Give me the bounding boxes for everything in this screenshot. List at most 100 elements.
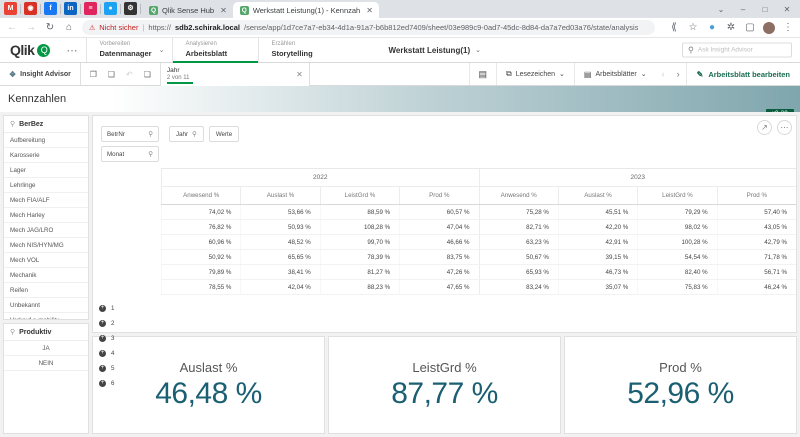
forward-icon[interactable]: → — [26, 22, 36, 33]
target-icon[interactable]: ◉ — [24, 2, 37, 15]
column-header[interactable]: Auslast % — [240, 187, 319, 204]
expand-icon[interactable]: + — [99, 350, 106, 357]
browser-menu-icon[interactable]: ⋮ — [783, 22, 793, 33]
table-row[interactable]: 76,82 % 50,93 % 108,28 % 47,04 % 82,71 % 42,2… — [161, 220, 796, 235]
table-cell[interactable]: 46,73 % — [557, 265, 637, 279]
kpi-auslast[interactable]: Auslast % 46,48 % — [92, 336, 325, 434]
list-item[interactable]: Mechanik — [4, 268, 88, 283]
selection-step-back-icon[interactable]: ❐ — [89, 69, 97, 79]
insight-advisor-search[interactable]: ⚲ Ask Insight Advisor — [682, 42, 792, 58]
kpi-prod[interactable]: Prod % 52,96 % — [564, 336, 797, 434]
table-cell[interactable]: 35,07 % — [557, 280, 637, 294]
selection-step-forward-icon[interactable]: ❑ — [107, 69, 115, 79]
table-cell[interactable]: 50,92 % — [161, 250, 240, 264]
table-cell[interactable]: 76,82 % — [161, 220, 240, 234]
expand-icon[interactable]: + — [99, 320, 106, 327]
bookmark-star-icon[interactable]: ☆ — [688, 22, 698, 33]
extensions-puzzle-icon[interactable]: ✲ — [726, 22, 736, 33]
browser-tab-hub[interactable]: Q Qlik Sense Hub ✕ — [142, 2, 233, 18]
table-row-header[interactable]: +3 — [95, 331, 157, 346]
table-row-header[interactable]: +5 — [95, 361, 157, 376]
dimension-chip-betrnr[interactable]: BetrNr ⚲ — [101, 126, 159, 142]
list-item[interactable]: NEIN — [4, 356, 88, 371]
table-cell[interactable]: 63,23 % — [478, 235, 558, 249]
table-cell[interactable]: 42,79 % — [716, 235, 796, 249]
measure-chip-werte[interactable]: Werte — [208, 126, 240, 142]
edit-sheet-button[interactable]: ✎ Arbeitsblatt bearbeiten — [685, 63, 800, 85]
table-cell[interactable]: 99,70 % — [319, 235, 399, 249]
fullscreen-icon[interactable]: ↗ — [757, 120, 772, 135]
column-header[interactable]: Prod % — [716, 187, 796, 204]
list-item[interactable]: Aufbereitung — [4, 133, 88, 148]
table-cell[interactable]: 78,55 % — [161, 280, 240, 294]
table-cell[interactable]: 46,24 % — [716, 280, 796, 294]
table-cell[interactable]: 100,28 % — [637, 235, 716, 249]
close-icon[interactable]: ✕ — [296, 70, 303, 79]
nav-section-arbeitsblatt[interactable]: Analysieren Arbeitsblatt — [172, 38, 259, 63]
table-cell[interactable]: 39,15 % — [557, 250, 637, 264]
list-item[interactable]: Verkauf e-mobility — [4, 313, 88, 320]
table-cell[interactable]: 42,91 % — [557, 235, 637, 249]
insight-advisor-button[interactable]: ❖ Insight Advisor — [0, 63, 81, 85]
nav-more-icon[interactable]: ⋯ — [66, 44, 79, 57]
selection-settings-icon[interactable]: ❏ — [143, 69, 151, 79]
column-header[interactable]: LeistGrd % — [637, 187, 716, 204]
table-cell[interactable]: 45,51 % — [557, 205, 637, 219]
more-options-icon[interactable]: ⋯ — [777, 120, 792, 135]
nav-section-storytelling[interactable]: Erzählen Storytelling — [258, 38, 344, 62]
table-cell[interactable]: 47,65 % — [399, 280, 478, 294]
filter-list-produktiv[interactable]: JA NEIN — [4, 341, 88, 433]
settings-icon[interactable]: ⚙ — [124, 2, 137, 15]
list-item[interactable]: Reifen — [4, 283, 88, 298]
table-row-header[interactable]: +2 — [95, 316, 157, 331]
table-cell[interactable]: 47,04 % — [399, 220, 478, 234]
browser-tab-kennzahlen[interactable]: Q Werkstatt Leistung(1) - Kennzah ✕ — [232, 2, 379, 18]
table-cell[interactable]: 42,04 % — [240, 280, 319, 294]
menu-icon[interactable]: ≡ — [84, 2, 97, 15]
table-cell[interactable]: 53,66 % — [240, 205, 319, 219]
table-cell[interactable]: 50,93 % — [240, 220, 319, 234]
previous-sheet-button[interactable]: ‹ — [656, 63, 671, 85]
table-row[interactable]: 79,89 % 38,41 % 81,27 % 47,26 % 65,93 % 46,73… — [161, 265, 796, 280]
table-cell[interactable]: 98,02 % — [637, 220, 716, 234]
column-header[interactable]: Prod % — [399, 187, 478, 204]
table-row-header[interactable]: +6 — [95, 376, 157, 391]
table-cell[interactable]: 48,52 % — [240, 235, 319, 249]
table-cell[interactable]: 60,96 % — [161, 235, 240, 249]
close-window-button[interactable]: ✕ — [783, 4, 791, 14]
table-cell[interactable]: 108,28 % — [319, 220, 399, 234]
table-cell[interactable]: 38,41 % — [240, 265, 319, 279]
table-cell[interactable]: 42,20 % — [557, 220, 637, 234]
table-row[interactable]: 74,02 % 53,66 % 88,59 % 60,57 % 75,28 % 45,51… — [161, 205, 796, 220]
kpi-leistgrd[interactable]: LeistGrd % 87,77 % — [328, 336, 561, 434]
list-item[interactable]: Lehrlinge — [4, 178, 88, 193]
bookmarks-menu[interactable]: ⧉ Lesezeichen ⌄ — [496, 63, 574, 85]
app-title-menu[interactable]: Werkstatt Leistung(1) ⌄ — [370, 38, 499, 62]
table-cell[interactable]: 88,23 % — [319, 280, 399, 294]
table-cell[interactable]: 83,24 % — [478, 280, 558, 294]
table-cell[interactable]: 47,26 % — [399, 265, 478, 279]
table-cell[interactable]: 81,27 % — [319, 265, 399, 279]
expand-icon[interactable]: + — [99, 380, 106, 387]
home-icon[interactable]: ⌂ — [65, 22, 73, 33]
expand-icon[interactable]: + — [99, 305, 106, 312]
address-bar[interactable]: ⚠ Nicht sicher | https://sdb2.schirak.lo… — [82, 20, 655, 35]
list-item[interactable]: Mech FIA/ALF — [4, 193, 88, 208]
extension-blue-icon[interactable]: ● — [708, 22, 716, 33]
table-row-header[interactable]: +4 — [95, 346, 157, 361]
close-icon[interactable]: ✕ — [220, 5, 227, 15]
list-item[interactable]: JA — [4, 341, 88, 356]
reload-icon[interactable]: ↻ — [45, 22, 55, 33]
table-cell[interactable]: 75,28 % — [478, 205, 558, 219]
table-cell[interactable]: 79,29 % — [637, 205, 716, 219]
selection-chip-jahr[interactable]: Jahr 2 von 11 ✕ — [159, 63, 310, 86]
table-cell[interactable]: 43,05 % — [716, 220, 796, 234]
pivot-year-2023[interactable]: 2023 — [478, 169, 797, 186]
selection-clear-icon[interactable]: ↶ — [126, 69, 133, 79]
table-cell[interactable]: 56,71 % — [716, 265, 796, 279]
list-item[interactable]: Mech Harley — [4, 208, 88, 223]
table-cell[interactable]: 88,59 % — [319, 205, 399, 219]
back-icon[interactable]: ← — [7, 22, 17, 33]
minimize-button[interactable]: – — [740, 4, 746, 14]
table-cell[interactable]: 46,66 % — [399, 235, 478, 249]
